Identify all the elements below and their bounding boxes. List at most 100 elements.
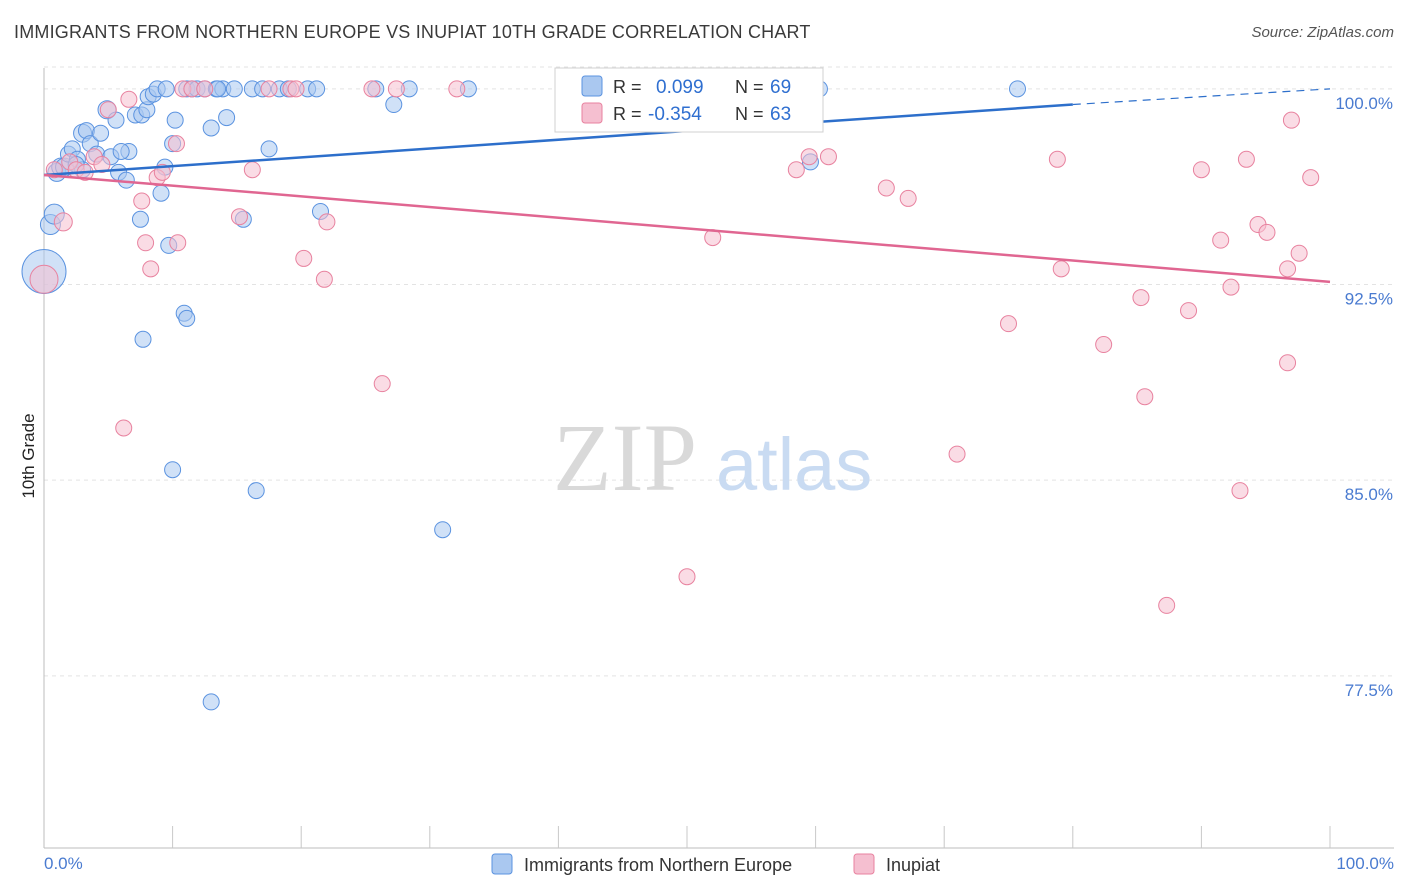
bottom-legend-label-immigrants: Immigrants from Northern Europe (524, 855, 792, 875)
immigrants-point (260, 140, 278, 158)
bottom-legend: Immigrants from Northern Europe Inupiat (491, 853, 940, 875)
legend-r-label-1: R = (613, 104, 642, 124)
inupiat-point (1279, 260, 1297, 278)
legend-n-label-1: N = (735, 104, 764, 124)
x-tick-marks (172, 826, 1331, 848)
inupiat-point (169, 234, 187, 252)
y-tick-label: 100.0% (1335, 94, 1393, 113)
inupiat-point (137, 234, 155, 252)
inupiat-point (787, 161, 805, 179)
immigrants-point (152, 184, 170, 202)
inupiat-point (1052, 260, 1070, 278)
inupiat-point (260, 80, 278, 98)
y-tick-label: 92.5% (1345, 290, 1393, 309)
inupiat-point (1180, 302, 1198, 320)
gridlines (44, 66, 1394, 677)
immigrants-point (225, 80, 243, 98)
immigrants-point (112, 142, 130, 160)
trend-lines (43, 88, 1331, 284)
y-tick-label: 77.5% (1345, 681, 1393, 700)
inupiat-point (373, 375, 391, 393)
inupiat-point (120, 90, 138, 108)
inupiat-point (448, 80, 466, 98)
inupiat-point (899, 189, 917, 207)
immigrants-point (131, 210, 149, 228)
watermark-zip: ZIP (553, 404, 697, 511)
immigrants-point (247, 482, 265, 500)
inupiat-point (115, 419, 133, 437)
immigrants-point (308, 80, 326, 98)
inupiat-point (1000, 315, 1017, 333)
inupiat-point (1237, 150, 1255, 168)
immigrants-point (385, 96, 403, 114)
inupiat-point (877, 179, 895, 197)
inupiat-point (142, 260, 160, 278)
inupiat-point (167, 135, 185, 153)
inupiat-point (948, 445, 966, 463)
inupiat-point (230, 208, 248, 226)
bottom-legend-swatch-inupiat (853, 853, 875, 875)
immigrants-point (218, 109, 236, 127)
inupiat-point (53, 212, 73, 232)
inupiat-point (295, 249, 313, 267)
inupiat-point (1192, 161, 1210, 179)
y-axis-label: 10th Grade (19, 413, 38, 498)
legend-r-label-0: R = (613, 77, 642, 97)
inupiat-point (315, 270, 333, 288)
inupiat-trend-line (43, 173, 1331, 284)
inupiat-point (678, 568, 696, 586)
legend-n-label-0: N = (735, 77, 764, 97)
immigrants-point (164, 461, 182, 479)
series-inupiat-points (29, 80, 1320, 614)
immigrants-point (157, 80, 175, 98)
y-tick-labels: 100.0% 92.5% 85.0% 77.5% (1335, 94, 1393, 700)
inupiat-point (1158, 596, 1176, 614)
immigrants-point (166, 111, 184, 129)
x-tick-label-min: 0.0% (44, 854, 83, 873)
inupiat-point (1212, 231, 1230, 249)
inupiat-point (1258, 223, 1276, 241)
bottom-legend-label-inupiat: Inupiat (886, 855, 940, 875)
inupiat-point (318, 213, 336, 231)
source-credit: Source: ZipAtlas.com (1251, 24, 1394, 41)
inupiat-point (1282, 111, 1300, 129)
bottom-legend-swatch-immigrants (491, 853, 513, 875)
inupiat-point (1095, 336, 1113, 354)
immigrants-point (1009, 80, 1027, 98)
immigrants-point (134, 330, 152, 348)
inupiat-point (93, 156, 111, 174)
immigrants-point (202, 693, 220, 711)
immigrants-point (92, 124, 110, 142)
inupiat-point (819, 148, 837, 166)
inupiat-point (196, 80, 214, 98)
inupiat-point (1132, 289, 1150, 307)
legend-swatch-inupiat (581, 102, 603, 124)
legend-swatch-immigrants (581, 75, 603, 97)
legend-r-value-1: -0.354 (648, 104, 702, 125)
inupiat-point (1279, 354, 1297, 372)
x-tick-label-max: 100.0% (1336, 854, 1394, 873)
series-immigrants-points (21, 80, 1027, 711)
inupiat-point (1222, 278, 1240, 296)
legend-n-value-0: 69 (770, 77, 791, 98)
immigrants-point (178, 309, 196, 327)
immigrants-trend-extension (1072, 88, 1331, 106)
y-tick-label: 85.0% (1345, 485, 1393, 504)
legend-r-value-0: 0.099 (656, 77, 704, 98)
inupiat-point (1290, 244, 1308, 262)
inupiat-point (387, 80, 405, 98)
chart-title: IMMIGRANTS FROM NORTHERN EUROPE VS INUPI… (14, 22, 811, 42)
inupiat-point (800, 148, 818, 166)
watermark-atlas: atlas (716, 423, 872, 506)
inupiat-point (1231, 482, 1249, 500)
inupiat-point (1136, 388, 1154, 406)
inupiat-point (133, 192, 151, 210)
immigrants-point (202, 119, 220, 137)
inupiat-point (1302, 169, 1320, 187)
inupiat-point (29, 264, 59, 294)
legend: R = 0.099 N = 69 R = -0.354 N = 63 (554, 67, 824, 133)
inupiat-point (1048, 150, 1066, 168)
legend-n-value-1: 63 (770, 104, 791, 125)
immigrants-trend-line (43, 103, 1073, 177)
